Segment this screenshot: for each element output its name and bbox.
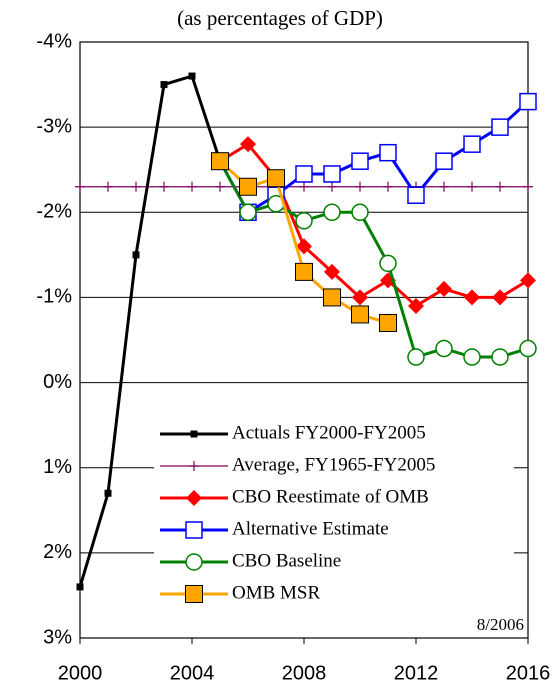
x-tick-label: 2008 <box>282 662 327 684</box>
marker <box>324 263 340 280</box>
legend-marker <box>186 490 202 506</box>
marker <box>75 181 85 192</box>
marker <box>355 181 365 192</box>
marker <box>267 169 285 188</box>
legend-marker <box>185 521 203 539</box>
marker <box>491 118 509 136</box>
marker <box>436 280 452 297</box>
marker <box>379 313 397 332</box>
marker <box>467 181 477 192</box>
marker <box>439 181 449 192</box>
marker <box>295 212 313 230</box>
series-line <box>218 100 530 215</box>
legend-marker <box>185 585 203 603</box>
marker <box>215 181 225 192</box>
marker <box>492 289 508 306</box>
marker <box>295 262 313 281</box>
marker <box>187 181 197 192</box>
marker <box>323 288 341 307</box>
marker <box>323 203 341 222</box>
marker <box>295 165 313 183</box>
marker <box>435 339 453 358</box>
legend-label: Average, FY1965-FY2005 <box>232 454 435 475</box>
legend-label: CBO Reestimate of OMB <box>232 486 429 507</box>
y-tick-label: 2% <box>43 541 72 563</box>
chart-title: (as percentages of GDP) <box>177 6 383 30</box>
marker <box>103 181 113 192</box>
marker <box>239 177 257 196</box>
marker <box>379 254 397 273</box>
marker <box>159 181 169 192</box>
legend-label: OMB MSR <box>232 582 320 603</box>
marker <box>351 203 369 222</box>
marker <box>211 152 229 171</box>
marker <box>131 181 141 192</box>
legend-label: Alternative Estimate <box>232 518 389 539</box>
marker <box>519 339 537 358</box>
annotation: 8/2006 <box>477 615 524 634</box>
marker <box>240 136 256 153</box>
x-tick-label: 2016 <box>506 662 551 684</box>
y-tick-label: -4% <box>36 30 72 52</box>
y-tick-label: 0% <box>43 371 72 393</box>
series-line <box>219 142 529 308</box>
y-tick-label: 3% <box>43 626 72 648</box>
series-line <box>78 74 222 588</box>
marker <box>351 305 369 324</box>
marker <box>435 152 453 170</box>
legend-marker <box>189 461 199 471</box>
x-tick-label: 2000 <box>58 662 103 684</box>
marker <box>408 297 424 314</box>
marker <box>463 348 481 366</box>
legend-label: CBO Baseline <box>232 550 341 571</box>
marker <box>132 251 140 259</box>
marker <box>495 181 505 192</box>
marker <box>299 181 309 192</box>
marker <box>523 181 533 192</box>
marker <box>160 81 168 89</box>
marker <box>296 238 312 255</box>
marker <box>491 348 509 366</box>
y-tick-label: -3% <box>36 115 72 137</box>
marker <box>464 289 480 306</box>
marker <box>351 152 369 170</box>
x-tick-label: 2012 <box>394 662 439 684</box>
marker <box>76 583 84 591</box>
x-tick-label: 2004 <box>170 662 215 684</box>
marker <box>327 181 337 192</box>
legend-label: Actuals FY2000-FY2005 <box>232 422 426 443</box>
marker <box>352 289 368 306</box>
marker <box>323 165 341 183</box>
marker <box>188 72 196 80</box>
legend-marker <box>190 430 198 438</box>
y-tick-label: -2% <box>36 201 72 223</box>
marker <box>407 348 425 366</box>
marker <box>407 186 425 205</box>
legend-marker <box>185 553 203 571</box>
marker <box>383 181 393 192</box>
marker <box>239 203 257 222</box>
marker <box>104 489 112 497</box>
marker <box>519 92 537 111</box>
y-tick-label: -1% <box>36 286 72 308</box>
y-tick-label: 1% <box>43 456 72 478</box>
marker <box>463 135 481 153</box>
marker <box>379 143 397 162</box>
legend-bg <box>154 418 514 614</box>
marker <box>520 272 536 289</box>
series-line <box>218 160 529 359</box>
